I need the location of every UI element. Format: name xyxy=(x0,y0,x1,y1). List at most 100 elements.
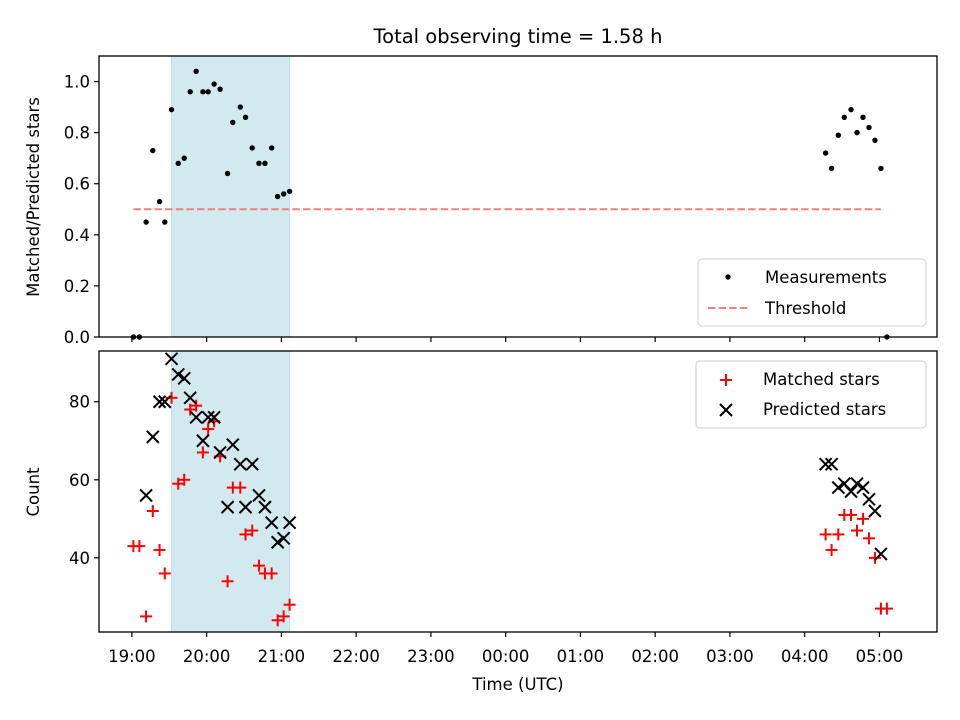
axes-frame xyxy=(98,350,938,633)
matched-point xyxy=(283,598,296,611)
ratio-marks xyxy=(130,68,890,340)
predicted-point xyxy=(818,457,833,471)
predicted-point xyxy=(270,535,285,549)
x-tick-label: 21:00 xyxy=(258,647,306,666)
measurement-point xyxy=(168,106,175,113)
measurement-point xyxy=(205,89,211,95)
y-tick-label: 0.8 xyxy=(64,124,90,143)
predicted-point xyxy=(139,488,153,503)
measurement-point xyxy=(274,193,281,200)
panel-ratio: 0.0 0.2 0.4 0.6 0.8 1.0 Matched/Predicted sta… xyxy=(24,55,938,347)
panel-count: 40 60 80 19:00 20:00 21:00 22:00 23:00 00:00 01:… xyxy=(24,350,938,694)
predicted-point xyxy=(258,500,272,514)
y-tick-label: 80 xyxy=(69,393,90,412)
legend-marker-measurements xyxy=(725,274,731,280)
measurement-point xyxy=(860,114,866,121)
legend: Measurements Threshold xyxy=(697,258,927,327)
measurement-point xyxy=(262,160,268,166)
matched-point xyxy=(862,532,875,545)
highlight-span xyxy=(171,55,291,338)
x-tick-label: 23:00 xyxy=(407,647,455,666)
measurement-point xyxy=(156,198,163,205)
predicted-point xyxy=(252,488,266,503)
x-tick-label: 03:00 xyxy=(706,647,754,666)
measurement-point xyxy=(181,155,187,161)
measurement-point xyxy=(841,114,848,121)
x-ticks xyxy=(131,337,881,342)
predicted-point xyxy=(196,434,210,448)
measurement-point xyxy=(217,86,223,92)
matched-point xyxy=(190,399,203,412)
matched-point xyxy=(825,544,838,557)
predicted-point xyxy=(844,484,858,499)
matched-point xyxy=(265,567,278,580)
predicted-point xyxy=(201,410,215,425)
legend-label-predicted: Predicted stars xyxy=(763,400,886,419)
matched-point xyxy=(196,446,209,459)
matched-point xyxy=(153,544,166,557)
predicted-point xyxy=(868,504,882,518)
legend-marker-predicted xyxy=(719,403,733,417)
measurement-point xyxy=(256,160,262,166)
matched-point xyxy=(158,567,171,580)
measurement-point xyxy=(224,170,231,177)
x-tick-label: 22:00 xyxy=(332,647,380,666)
x-tick-label: 02:00 xyxy=(631,647,679,666)
measurement-point xyxy=(866,124,872,131)
matched-point xyxy=(221,575,234,588)
measurement-point xyxy=(187,89,193,95)
axes-frame xyxy=(98,55,938,338)
y-tick-label: 0.6 xyxy=(64,175,90,194)
measurement-point xyxy=(878,165,884,172)
y-tick-label: 60 xyxy=(69,471,90,490)
matched-point xyxy=(252,559,265,572)
predicted-point xyxy=(226,437,240,452)
measurement-point xyxy=(175,160,181,166)
matched-point xyxy=(140,610,153,623)
measurement-point xyxy=(237,104,243,110)
x-tick-label: 20:00 xyxy=(183,647,231,666)
measurement-point xyxy=(143,219,149,225)
matched-point xyxy=(845,508,858,521)
predicted-point xyxy=(207,410,221,425)
x-ticks: 19:00 20:00 21:00 22:00 23:00 00:00 01:00 02:00… xyxy=(108,632,903,666)
measurement-point xyxy=(193,68,199,75)
matched-point xyxy=(234,481,247,494)
matched-point xyxy=(246,524,259,537)
predicted-point xyxy=(238,500,253,514)
y-tick-label: 1.0 xyxy=(64,73,90,92)
predicted-point xyxy=(152,395,167,409)
predicted-point xyxy=(164,352,179,366)
predicted-point xyxy=(158,395,172,409)
measurement-point xyxy=(200,89,206,95)
predicted-point xyxy=(282,516,297,530)
matched-point xyxy=(146,505,159,518)
measurement-point xyxy=(872,137,878,143)
y-axis-label: Count xyxy=(24,467,43,517)
predicted-point xyxy=(862,492,876,507)
matched-point xyxy=(856,512,869,525)
x-axis-label: Time (UTC) xyxy=(471,675,563,694)
predicted-point xyxy=(220,500,235,514)
predicted-point xyxy=(276,531,291,546)
legend-label-matched: Matched stars xyxy=(763,370,880,389)
legend-marker-matched xyxy=(720,374,732,386)
measurement-point xyxy=(242,114,249,121)
predicted-point xyxy=(183,391,197,405)
y-tick-label: 0.2 xyxy=(64,277,90,296)
x-tick-label: 00:00 xyxy=(482,647,530,666)
predicted-point xyxy=(189,410,203,425)
matched-point xyxy=(277,610,290,623)
matched-point xyxy=(178,473,191,486)
matched-point xyxy=(819,528,832,541)
measurement-point xyxy=(249,145,255,151)
predicted-point xyxy=(233,457,247,471)
legend: Matched stars Predicted stars xyxy=(695,360,927,429)
predicted-point xyxy=(874,547,888,561)
predicted-point xyxy=(824,457,839,471)
measurement-point xyxy=(835,132,842,138)
y-ticks: 40 60 80 xyxy=(69,393,99,568)
measurement-point xyxy=(280,191,287,197)
y-tick-label: 0.4 xyxy=(64,226,90,245)
highlight-span xyxy=(171,350,291,633)
